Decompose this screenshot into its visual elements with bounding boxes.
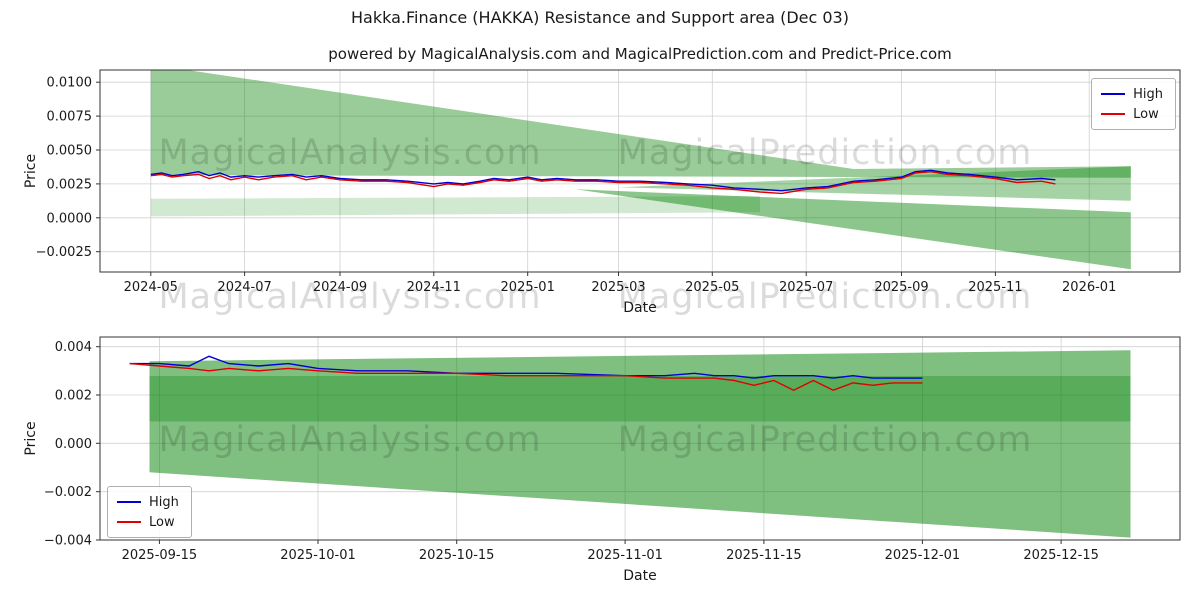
svg-text:2024-09: 2024-09 xyxy=(313,280,367,295)
svg-text:Price: Price xyxy=(23,154,39,188)
svg-text:2024-11: 2024-11 xyxy=(407,280,461,295)
svg-text:0.0050: 0.0050 xyxy=(47,144,93,159)
svg-text:2026-01: 2026-01 xyxy=(1062,280,1116,295)
legend-label-low: Low xyxy=(1133,106,1159,122)
recent-price-chart: 2025-09-15 2025-10-01 2025-10-15 2025-11-01… xyxy=(23,336,1181,584)
svg-text:−0.002: −0.002 xyxy=(44,485,92,500)
high-line-swatch xyxy=(117,501,141,503)
svg-text:Date: Date xyxy=(623,568,656,584)
svg-text:2025-10-01: 2025-10-01 xyxy=(280,548,356,563)
legend-main-chart: High Low xyxy=(1091,78,1176,130)
svg-text:2025-11: 2025-11 xyxy=(968,280,1022,295)
legend-label-high: High xyxy=(1133,86,1163,102)
svg-text:−0.0025: −0.0025 xyxy=(36,245,92,260)
svg-text:2025-01: 2025-01 xyxy=(501,280,555,295)
svg-text:2025-11-01: 2025-11-01 xyxy=(587,548,663,563)
svg-text:−0.004: −0.004 xyxy=(44,534,92,549)
svg-text:0.0025: 0.0025 xyxy=(47,177,93,192)
low-line-swatch xyxy=(117,521,141,523)
svg-text:0.0100: 0.0100 xyxy=(47,76,93,91)
svg-text:0.0075: 0.0075 xyxy=(47,110,93,125)
main-price-chart: 2024-05 2024-07 2024-09 2024-11 2025-01 2025-… xyxy=(23,69,1181,316)
page-title: Hakka.Finance (HAKKA) Resistance and Sup… xyxy=(351,8,849,27)
legend-label-high: High xyxy=(149,494,179,510)
legend-recent-chart: High Low xyxy=(107,486,192,538)
svg-text:0.000: 0.000 xyxy=(55,437,92,452)
svg-text:2025-05: 2025-05 xyxy=(685,280,739,295)
svg-text:0.002: 0.002 xyxy=(55,389,92,404)
svg-text:2025-07: 2025-07 xyxy=(779,280,833,295)
svg-text:2025-12-15: 2025-12-15 xyxy=(1023,548,1099,563)
svg-text:2025-09-15: 2025-09-15 xyxy=(122,548,198,563)
svg-text:2025-12-01: 2025-12-01 xyxy=(885,548,961,563)
svg-text:Date: Date xyxy=(623,300,656,316)
svg-text:2024-07: 2024-07 xyxy=(217,280,271,295)
legend-label-low: Low xyxy=(149,514,175,530)
svg-text:2024-05: 2024-05 xyxy=(124,280,178,295)
svg-text:0.004: 0.004 xyxy=(55,340,92,355)
svg-text:2025-03: 2025-03 xyxy=(591,280,645,295)
svg-text:2025-09: 2025-09 xyxy=(874,280,928,295)
svg-text:2025-10-15: 2025-10-15 xyxy=(419,548,495,563)
svg-text:2025-11-15: 2025-11-15 xyxy=(726,548,802,563)
page-subtitle: powered by MagicalAnalysis.com and Magic… xyxy=(328,45,952,63)
svg-text:0.0000: 0.0000 xyxy=(47,211,93,226)
high-line-swatch xyxy=(1101,93,1126,95)
svg-text:Price: Price xyxy=(23,421,39,455)
low-line-swatch xyxy=(1101,113,1126,115)
